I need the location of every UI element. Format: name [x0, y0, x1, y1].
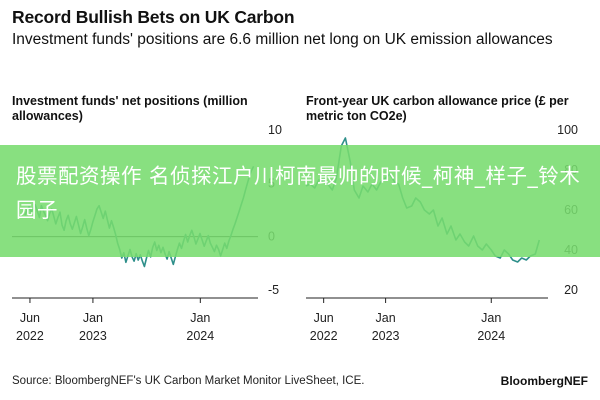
- page-title: Record Bullish Bets on UK Carbon: [12, 7, 295, 27]
- right-x-tick-year: 2023: [372, 329, 400, 343]
- left-chart-title: Investment funds' net positions (million…: [12, 94, 248, 123]
- source-note: Source: BloombergNEF's UK Carbon Market …: [12, 375, 365, 387]
- right-x-tick-year: 2022: [310, 329, 338, 343]
- page-subtitle: Investment funds' positions are 6.6 mill…: [12, 31, 553, 48]
- left-x-tick-year: 2022: [16, 329, 44, 343]
- overlay-banner: 股票配资操作 名侦探江户川柯南最帅的时候_柯神_样子_铃木园子: [0, 145, 600, 257]
- left-x-tick-month: Jan: [83, 311, 103, 325]
- left-y-tick-label: 10: [268, 123, 282, 137]
- right-x-tick-year: 2024: [477, 329, 505, 343]
- left-x-tick-month: Jan: [190, 311, 210, 325]
- right-x-tick-month: Jan: [481, 311, 501, 325]
- overlay-text: 股票配资操作 名侦探江户川柯南最帅的时候_柯神_样子_铃木园子: [16, 164, 581, 222]
- left-x-tick-year: 2024: [186, 329, 214, 343]
- right-x-tick-month: Jan: [376, 311, 396, 325]
- brand-logo: BloombergNEF: [500, 374, 588, 388]
- right-y-tick-label: 20: [564, 283, 578, 297]
- left-x-tick-year: 2023: [79, 329, 107, 343]
- right-chart-title: Front-year UK carbon allowance price (£ …: [306, 94, 569, 123]
- left-x-tick-month: Jun: [20, 311, 40, 325]
- left-y-tick-label: -5: [268, 283, 279, 297]
- right-y-tick-label: 100: [557, 123, 578, 137]
- right-x-tick-month: Jun: [314, 311, 334, 325]
